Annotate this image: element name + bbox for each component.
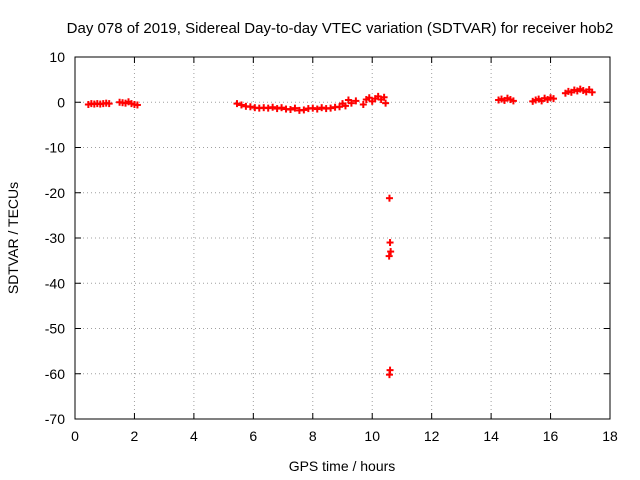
data-point (365, 94, 373, 102)
y-axis-label: SDTVAR / TECUs (5, 182, 21, 294)
data-point (291, 104, 299, 112)
y-tick-label: 0 (57, 94, 65, 110)
y-tick-label: -70 (45, 411, 65, 427)
x-tick-label: 18 (602, 428, 618, 444)
grid-lines (75, 57, 610, 419)
x-axis-label: GPS time / hours (289, 458, 396, 474)
data-point (385, 194, 393, 202)
data-point (278, 104, 286, 112)
data-point (359, 101, 367, 109)
axis-ticks: 0 2 4 6 8 10 12 14 16 18 10 0 -10 -20 -30 -40 -50 -60 -70 (45, 49, 618, 444)
x-tick-label: 2 (131, 428, 139, 444)
data-point (380, 93, 388, 101)
data-point (286, 105, 294, 113)
data-point (269, 103, 277, 111)
y-tick-label: -30 (45, 230, 65, 246)
data-point (382, 99, 390, 107)
data-point (300, 106, 308, 114)
data-points (84, 85, 596, 379)
y-tick-label: -10 (45, 140, 65, 156)
data-point (387, 248, 395, 256)
x-tick-label: 8 (309, 428, 317, 444)
data-point (588, 88, 596, 96)
x-tick-label: 10 (364, 428, 380, 444)
data-point (105, 100, 113, 108)
y-tick-label: -20 (45, 185, 65, 201)
y-tick-label: -50 (45, 321, 65, 337)
data-point (347, 99, 355, 107)
data-point (233, 100, 241, 108)
data-point (550, 95, 558, 103)
data-point (509, 97, 517, 105)
x-tick-label: 12 (424, 428, 440, 444)
data-point (237, 101, 245, 109)
chart-title: Day 078 of 2019, Sidereal Day-to-day VTE… (67, 20, 614, 37)
x-tick-label: 6 (249, 428, 257, 444)
data-point (341, 102, 349, 110)
y-tick-label: -40 (45, 275, 65, 291)
data-point (386, 239, 394, 247)
x-tick-label: 0 (71, 428, 79, 444)
data-point (385, 371, 393, 379)
x-tick-label: 16 (543, 428, 559, 444)
data-point (133, 101, 141, 109)
y-tick-label: -60 (45, 366, 65, 382)
data-point (385, 252, 393, 260)
y-tick-label: 10 (49, 49, 65, 65)
data-point (313, 105, 321, 113)
x-tick-label: 4 (190, 428, 198, 444)
data-point (352, 97, 360, 105)
x-tick-label: 14 (483, 428, 499, 444)
